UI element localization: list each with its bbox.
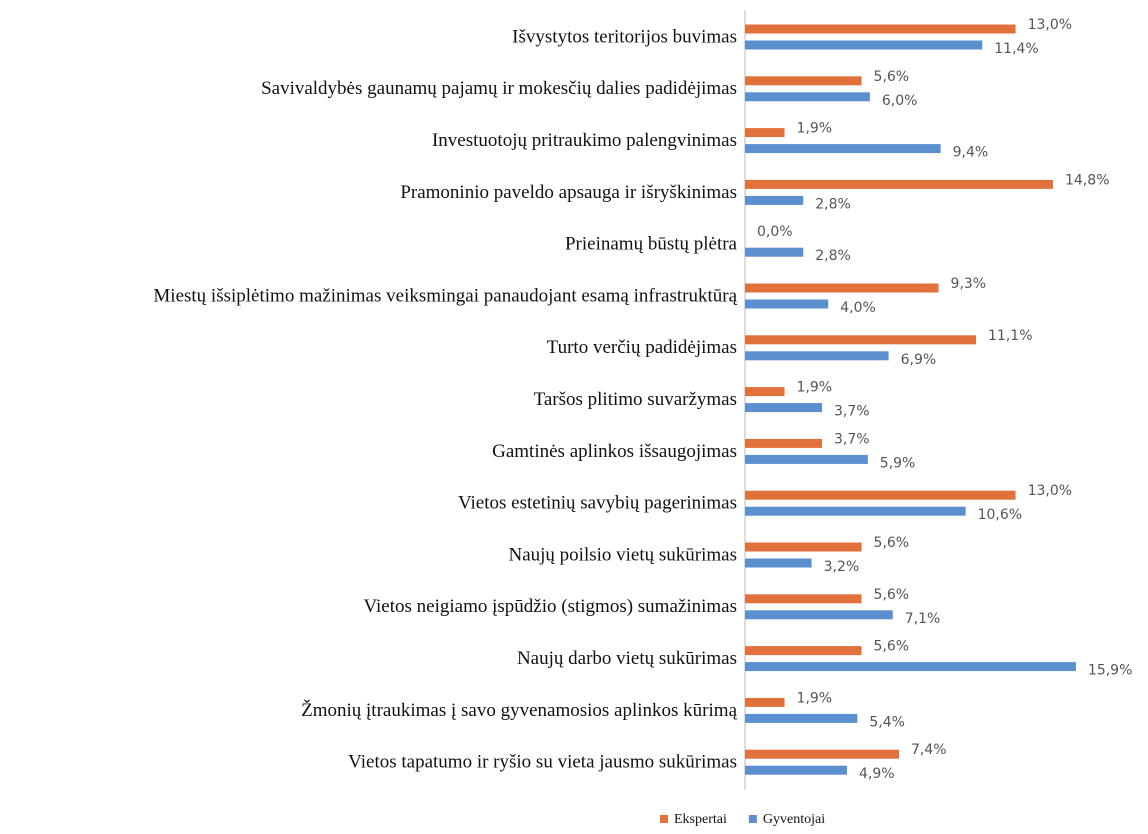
- value-label: 11,1%: [988, 328, 1032, 344]
- value-label: 1,9%: [797, 380, 833, 396]
- value-label: 10,6%: [978, 507, 1022, 523]
- bar: [745, 351, 889, 361]
- value-label: 5,4%: [869, 714, 905, 730]
- category-label: Naujų darbo vietų sukūrimas: [517, 648, 737, 669]
- value-label: 4,0%: [840, 300, 876, 316]
- value-label: 1,9%: [797, 690, 833, 706]
- bar: [745, 490, 1016, 500]
- value-label: 9,4%: [953, 145, 989, 161]
- value-label: 5,6%: [874, 535, 910, 551]
- category-label: Gamtinės aplinkos išsaugojimas: [492, 441, 737, 462]
- value-label: 4,9%: [859, 766, 895, 782]
- category-label: Miestų išsiplėtimo mažinimas veiksmingai…: [153, 285, 737, 306]
- bar: [745, 594, 862, 604]
- legend-swatch: [748, 815, 757, 823]
- value-label: 6,0%: [882, 93, 918, 109]
- category-label: Naujų poilsio vietų sukūrimas: [508, 544, 737, 565]
- bar: [745, 76, 862, 86]
- bar: [745, 713, 858, 723]
- bar: [745, 610, 893, 620]
- value-label: 7,4%: [911, 742, 947, 758]
- value-label: 2,8%: [815, 248, 851, 264]
- category-label: Pramoninio paveldo apsauga ir išryškinim…: [400, 182, 737, 203]
- value-label: 5,6%: [874, 69, 910, 85]
- value-label: 9,3%: [951, 276, 987, 292]
- category-label: Savivaldybės gaunamų pajamų ir mokesčių …: [261, 78, 737, 99]
- bar: [745, 697, 785, 707]
- bar: [745, 299, 829, 309]
- bar: [745, 558, 812, 568]
- value-label: 5,9%: [880, 455, 916, 471]
- bar: [745, 247, 804, 257]
- bar: [745, 335, 977, 345]
- value-label: 5,6%: [874, 639, 910, 655]
- legend-label: Ekspertai: [674, 812, 727, 827]
- bar: [745, 662, 1076, 672]
- bar: [745, 403, 823, 413]
- category-label: Vietos estetinių savybių pagerinimas: [458, 493, 737, 514]
- bar: [745, 92, 870, 102]
- bar: [745, 454, 868, 464]
- value-label: 3,7%: [834, 404, 870, 420]
- category-label: Žmonių įtraukimas į savo gyvenamosios ap…: [301, 699, 737, 721]
- legend-swatch: [660, 815, 668, 823]
- value-label: 14,8%: [1065, 172, 1109, 188]
- category-label: Vietos tapatumo ir ryšio su vieta jausmo…: [348, 752, 737, 773]
- value-label: 1,9%: [797, 121, 833, 137]
- bar: [745, 40, 983, 50]
- value-label: 6,9%: [901, 352, 937, 368]
- bar: [745, 179, 1054, 189]
- category-label: Prieinamų būstų plėtra: [565, 234, 738, 255]
- bar: [745, 24, 1016, 34]
- value-label: 5,6%: [874, 587, 910, 603]
- bar: [745, 646, 862, 656]
- value-label: 13,0%: [1028, 17, 1072, 33]
- category-label: Taršos plitimo suvaržymas: [534, 389, 737, 410]
- bar: [745, 765, 847, 775]
- bar: [745, 506, 966, 516]
- value-label: 7,1%: [905, 611, 941, 627]
- value-label: 2,8%: [815, 196, 851, 212]
- bar: [745, 195, 804, 205]
- bar: [745, 144, 941, 154]
- bar: [745, 387, 785, 397]
- value-label: 3,7%: [834, 431, 870, 447]
- bar: [745, 542, 862, 552]
- bar: [745, 283, 939, 293]
- value-label: 3,2%: [824, 559, 860, 575]
- category-label: Vietos neigiamo įspūdžio (stigmos) sumaž…: [363, 596, 737, 617]
- value-label: 13,0%: [1028, 483, 1072, 499]
- category-label: Turto verčių padidėjimas: [547, 337, 737, 358]
- value-label: 0,0%: [757, 224, 793, 240]
- bar: [745, 438, 823, 448]
- value-label: 11,4%: [994, 41, 1038, 57]
- category-label: Išvystytos teritorijos buvimas: [512, 26, 737, 47]
- bar: [745, 749, 900, 759]
- value-label: 15,9%: [1088, 663, 1132, 679]
- legend-label: Gyventojai: [763, 812, 825, 827]
- bar: [745, 128, 785, 138]
- category-label: Investuotojų pritraukimo palengvinimas: [432, 130, 737, 151]
